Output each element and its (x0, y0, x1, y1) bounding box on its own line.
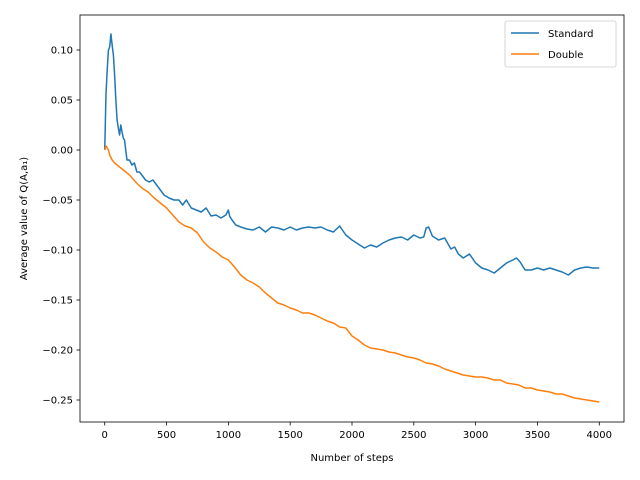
x-tick-label: 2500 (401, 430, 426, 441)
x-axis: 0 500 1000 1500 2000 2500 3000 3500 4000 (102, 422, 612, 441)
y-axis: 0.10 0.05 0.00 −0.05 −0.10 −0.15 −0.20 −0.25 (42, 46, 80, 407)
legend-label-2: Double (548, 50, 583, 61)
x-tick-label: 4000 (587, 430, 612, 441)
x-tick-label: 500 (157, 430, 176, 441)
y-tick-label: −0.05 (42, 196, 73, 207)
series-line-1 (103, 33, 600, 276)
series-line-2 (104, 145, 600, 403)
y-tick-label: −0.25 (42, 396, 73, 407)
y-tick-label: 0.10 (51, 46, 73, 57)
y-axis-label: Average value of Q(A,a₁) (19, 157, 30, 280)
x-tick-label: 0 (102, 430, 108, 441)
y-tick-label: 0.00 (51, 146, 73, 157)
legend-label-1: Standard (548, 29, 594, 40)
y-tick-label: 0.05 (51, 96, 73, 107)
x-axis-label: Number of steps (310, 453, 393, 464)
x-tick-label: 3500 (525, 430, 550, 441)
legend: Standard Double (504, 20, 617, 68)
x-tick-label: 1000 (216, 430, 241, 441)
x-tick-label: 1500 (277, 430, 302, 441)
y-tick-label: −0.20 (42, 346, 73, 357)
y-tick-label: −0.15 (42, 296, 73, 307)
series-layer (103, 33, 600, 403)
x-tick-label: 2000 (339, 430, 364, 441)
x-tick-label: 3000 (463, 430, 488, 441)
y-tick-label: −0.10 (42, 246, 73, 257)
